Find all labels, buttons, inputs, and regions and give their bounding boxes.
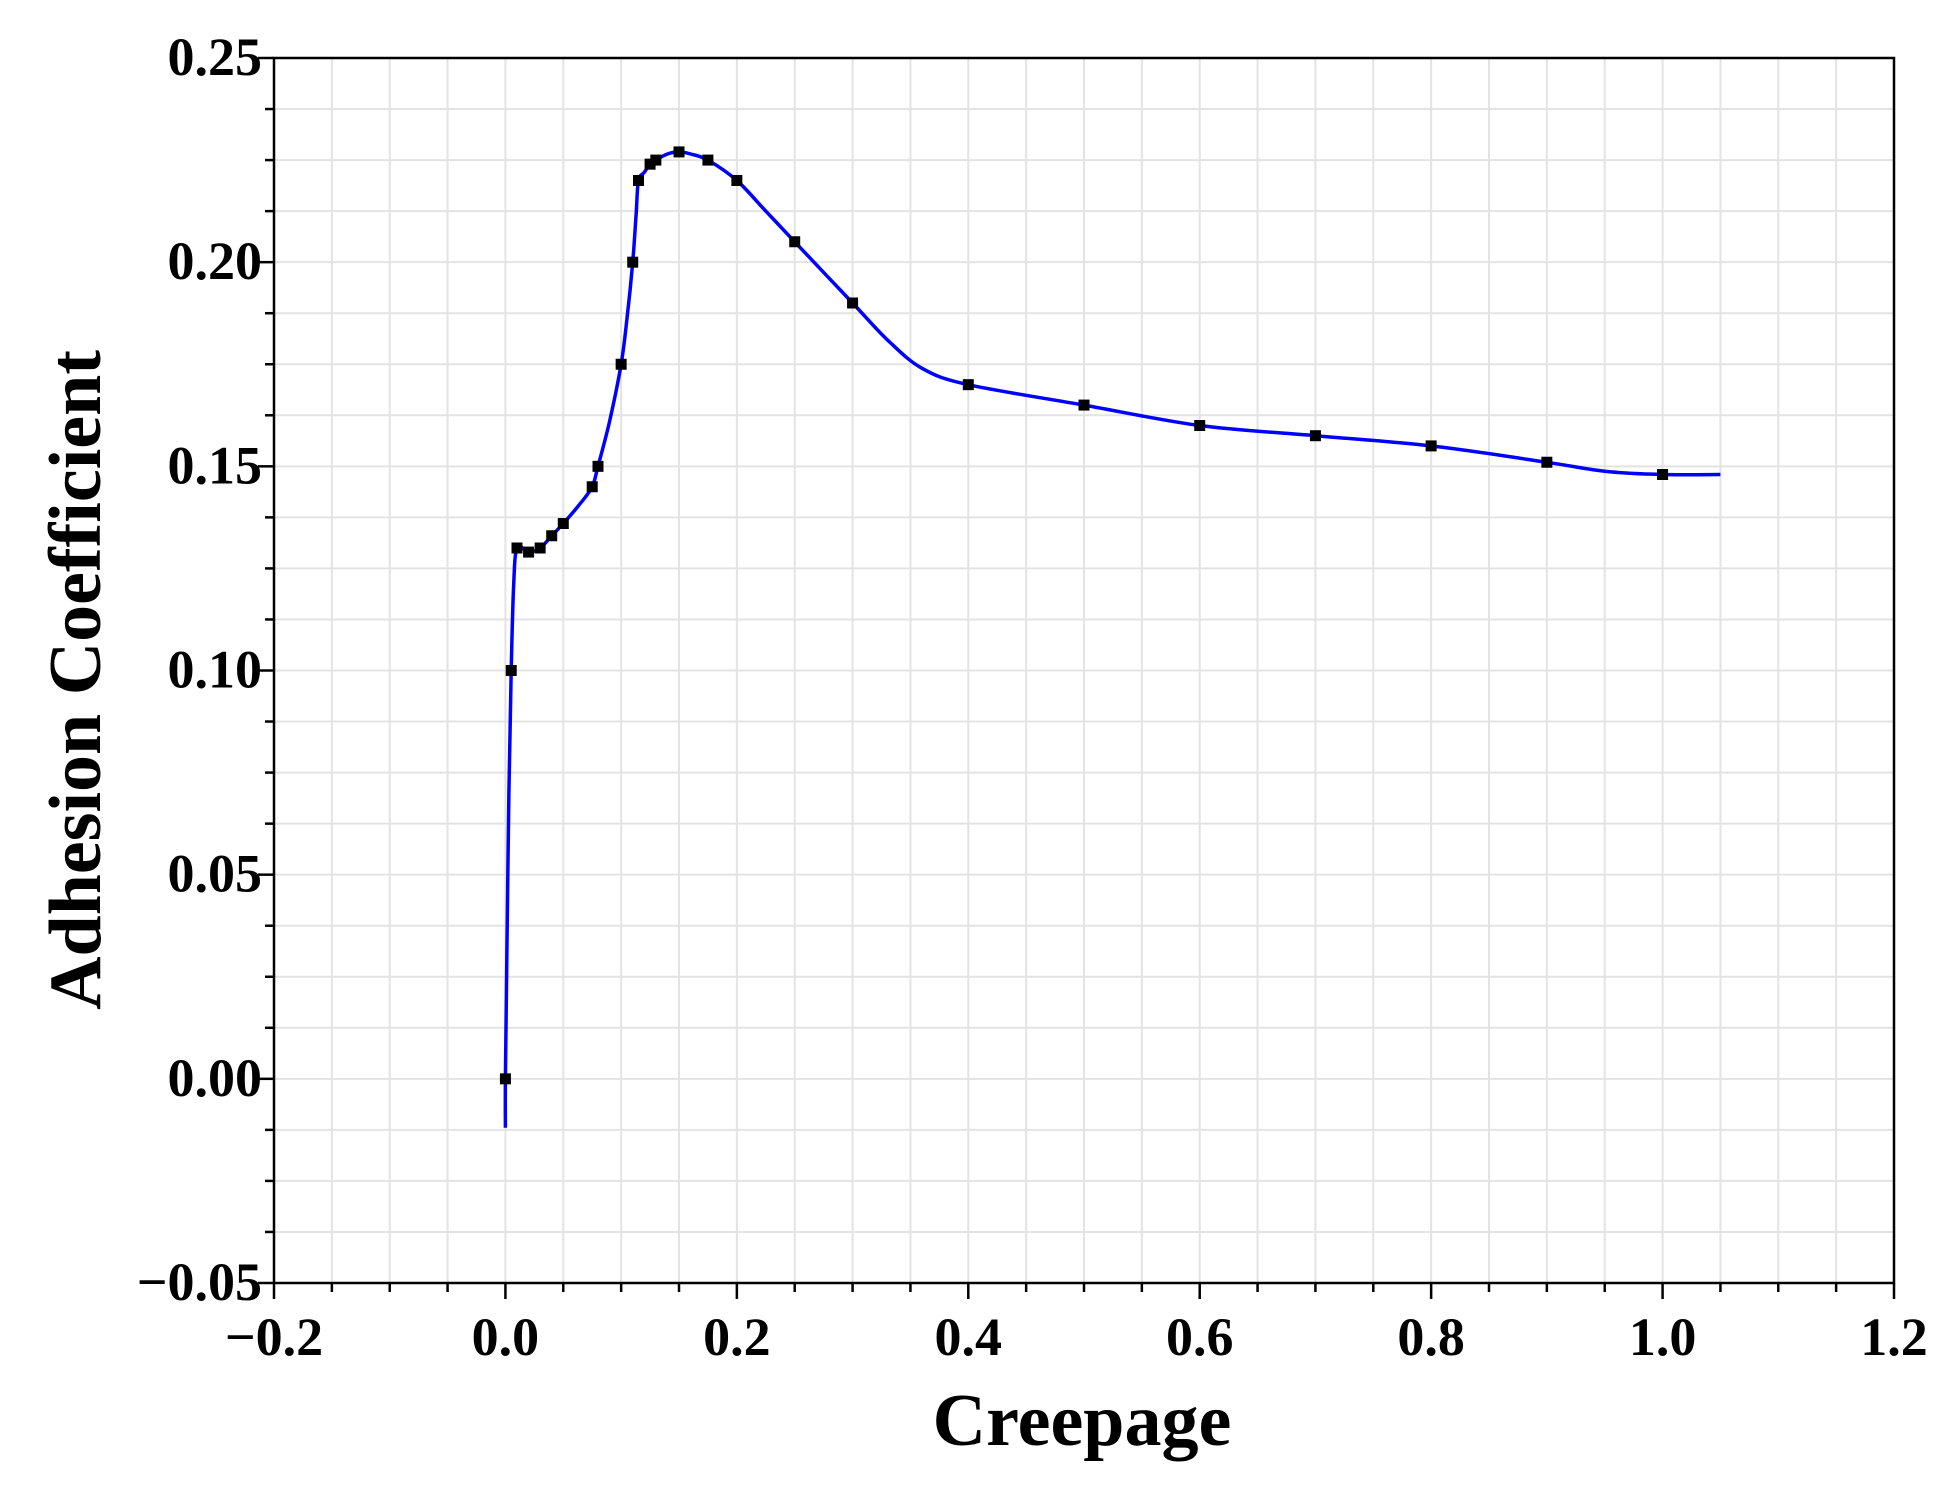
y-tick-label: 0.05 [168,844,263,904]
data-point [847,297,859,309]
data-point [633,175,644,186]
data-point [511,542,523,554]
data-point [962,379,974,391]
y-tick-label: −0.05 [137,1252,262,1312]
axis-ticks [258,56,1896,1299]
x-axis-title: Creepage [933,1380,1232,1462]
data-point [789,236,801,248]
data-point [586,481,598,493]
y-tick-label: 0.10 [168,640,263,700]
data-point [1425,440,1437,452]
data-point [1194,420,1206,431]
y-tick-labels: −0.05 0.00 0.05 0.10 0.15 0.20 0.25 [137,27,262,1312]
data-point [644,158,656,170]
data-point [673,146,685,158]
data-point [1078,399,1090,411]
data-point [627,256,639,268]
data-point [650,154,662,166]
y-tick-label: 0.20 [168,231,263,291]
y-tick-label: 0.15 [168,435,263,495]
x-tick-label: 1.0 [1629,1307,1697,1367]
data-markers [499,146,1669,1085]
x-tick-label: 0.4 [935,1307,1003,1367]
data-point [499,1073,511,1085]
x-tick-label: −0.2 [225,1307,323,1367]
data-point [592,460,604,472]
data-point [731,175,743,186]
data-point [505,665,517,676]
data-point [702,154,714,166]
data-point [534,542,546,554]
grid [274,58,1894,1283]
data-point [546,530,558,542]
y-tick-label: 0.25 [168,27,263,87]
x-tick-label: 0.8 [1397,1307,1465,1367]
data-point [1541,456,1553,468]
y-tick-label: 0.00 [168,1048,263,1108]
data-point [557,518,569,529]
x-tick-label: 1.2 [1860,1307,1928,1367]
data-point [1657,469,1669,480]
data-point [523,546,535,558]
data-point [1309,430,1321,442]
x-tick-labels: −0.2 0.0 0.2 0.4 0.6 0.8 1.0 1.2 [225,1307,1928,1367]
data-point [615,358,627,370]
y-axis-title: Adhesion Coefficient [35,350,117,1010]
x-tick-label: 0.0 [472,1307,540,1367]
x-tick-label: 0.2 [703,1307,771,1367]
x-tick-label: 0.6 [1166,1307,1234,1367]
